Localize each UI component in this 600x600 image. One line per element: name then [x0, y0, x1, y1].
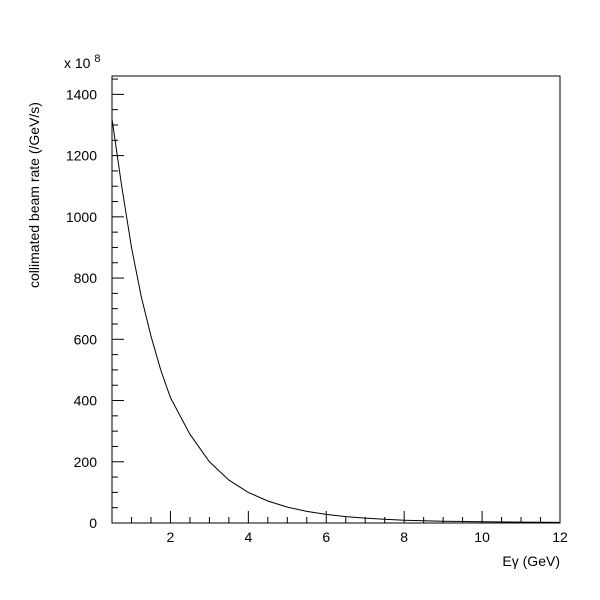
- y-tick-label: 0: [89, 515, 97, 531]
- x-tick-label: 12: [552, 529, 568, 545]
- tick-labels: 2 4 6 8 10 12 0 200 400 600 800 1000 1200 1400: [66, 86, 568, 545]
- plot-frame: [111, 75, 561, 524]
- y-tick-label: 1200: [66, 148, 97, 164]
- x-tick-label: 8: [400, 529, 408, 545]
- y-tick-label: 400: [74, 393, 98, 409]
- y-tick-label: 200: [74, 454, 98, 470]
- x-tick-label: 2: [167, 529, 175, 545]
- x-tick-label: 4: [244, 529, 252, 545]
- y-multiplier-exponent: 8: [94, 53, 100, 65]
- axes: [111, 75, 561, 524]
- x-tick-label: 6: [322, 529, 330, 545]
- series-line: [111, 118, 561, 523]
- x-axis-title: Eγ (GeV): [502, 553, 560, 569]
- x-tick-label: 10: [474, 529, 490, 545]
- y-tick-label: 1400: [66, 86, 97, 102]
- y-tick-label: 800: [74, 270, 98, 286]
- y-axis-title: collimated beam rate (/GeV/s): [26, 102, 42, 288]
- y-multiplier-label: x 10 8: [64, 53, 100, 71]
- y-tick-label: 600: [74, 331, 98, 347]
- series-layer: [111, 118, 561, 523]
- y-multiplier-base: x 10: [64, 55, 91, 71]
- y-tick-label: 1000: [66, 209, 97, 225]
- ticks: [112, 78, 561, 524]
